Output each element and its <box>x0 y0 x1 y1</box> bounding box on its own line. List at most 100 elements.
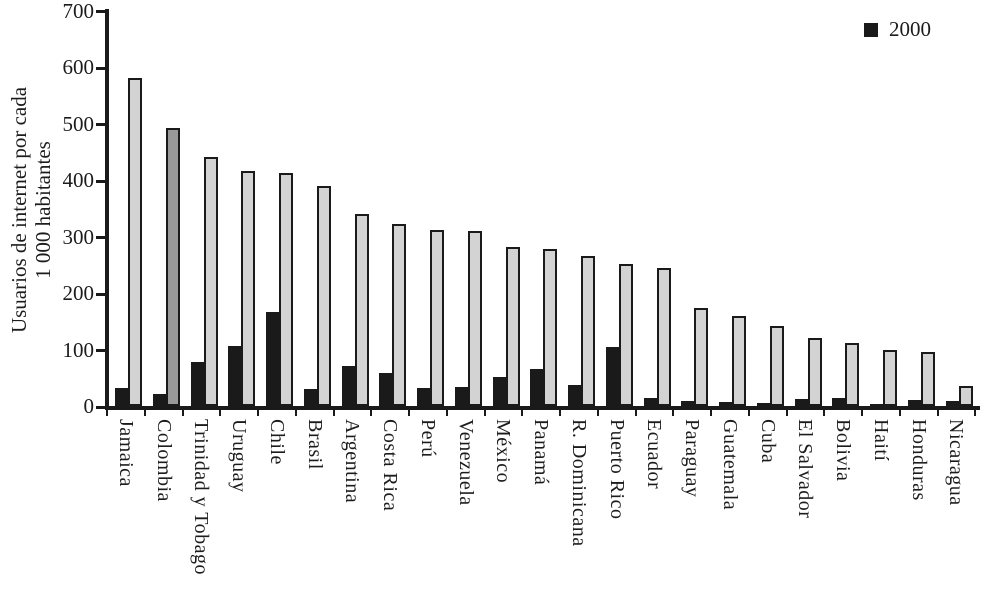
bar-2000-panama <box>530 369 543 406</box>
bar-2000-nicaragua <box>946 401 959 406</box>
x-tick-label-puerto-rico: Puerto Rico <box>606 419 628 520</box>
x-tick-label-paraguay: Paraguay <box>681 419 703 498</box>
bar-later-year-panama <box>543 249 557 406</box>
x-axis-tick-18 <box>785 409 788 416</box>
y-tick-label-700: 700 <box>62 0 95 23</box>
x-axis-tick-21 <box>898 409 901 416</box>
x-axis-tick-17 <box>747 409 750 416</box>
bar-later-year-honduras <box>921 352 935 406</box>
bar-2000-brasil <box>304 389 317 406</box>
x-axis-tick-22 <box>936 409 939 416</box>
x-axis-tick-2 <box>181 409 184 416</box>
x-axis-tick-12 <box>559 409 561 416</box>
x-tick-label-jamaica: Jamaica <box>115 419 137 487</box>
x-tick-label-honduras: Honduras <box>908 419 930 501</box>
bar-2000-el-salvador <box>795 399 808 406</box>
bar-later-year-cuba <box>770 326 784 406</box>
bar-2000-honduras <box>908 400 921 406</box>
bar-later-year-el-salvador <box>808 338 822 406</box>
x-tick-label-ecuador: Ecuador <box>643 419 665 490</box>
x-tick-label-cuba: Cuba <box>757 419 779 464</box>
y-tick-500 <box>96 123 105 126</box>
y-axis-title-line1: Usuarios de internet por cada <box>7 86 31 334</box>
x-tick-label-mexico: México <box>492 419 514 484</box>
bar-later-year-mexico <box>506 247 520 406</box>
bar-2000-bolivia <box>832 398 845 406</box>
x-axis-tick-14 <box>634 409 637 416</box>
bar-later-year-r-dominicana <box>581 256 595 406</box>
bar-2000-trinidad-y-tobago <box>191 362 204 406</box>
x-axis-tick-13 <box>596 409 599 416</box>
bar-later-year-uruguay <box>241 171 255 406</box>
x-tick-label-haiti: Haití <box>870 419 892 462</box>
x-tick-label-bolivia: Bolivia <box>832 419 854 482</box>
x-tick-label-argentina: Argentina <box>341 419 363 504</box>
y-tick-label-400: 400 <box>62 168 95 192</box>
x-axis-tick-15 <box>672 409 675 416</box>
y-tick-300 <box>96 236 105 239</box>
x-tick-label-venezuela: Venezuela <box>455 419 477 506</box>
y-tick-700 <box>96 10 105 13</box>
bar-later-year-argentina <box>355 214 369 406</box>
x-tick-label-r-dominicana: R. Dominicana <box>568 419 590 547</box>
y-tick-label-200: 200 <box>62 281 95 305</box>
x-tick-label-nicaragua: Nicaragua <box>945 419 967 506</box>
bar-2000-venezuela <box>455 387 468 406</box>
legend: 2000 <box>864 19 931 40</box>
bar-later-year-puerto-rico <box>619 264 633 406</box>
x-tick-label-chile: Chile <box>266 419 288 465</box>
y-tick-label-300: 300 <box>62 224 95 249</box>
x-tick-label-costa-rica: Costa Rica <box>379 419 401 512</box>
x-tick-label-peru: Perú <box>417 419 439 458</box>
bar-later-year-costa-rica <box>392 224 406 406</box>
y-tick-label-100: 100 <box>62 337 95 362</box>
bar-2000-mexico <box>493 377 506 406</box>
x-axis-tick-16 <box>710 409 712 416</box>
bar-later-year-jamaica <box>128 78 142 406</box>
x-axis-tick-23 <box>974 409 977 416</box>
bar-2000-paraguay <box>681 401 694 406</box>
x-axis-tick-1 <box>143 409 146 416</box>
bar-later-year-peru <box>430 230 444 406</box>
bar-later-year-venezuela <box>468 231 482 406</box>
x-tick-label-panama: Panamá <box>530 419 552 486</box>
bar-later-year-nicaragua <box>959 386 973 406</box>
x-tick-label-el-salvador: El Salvador <box>794 419 816 519</box>
bar-2000-costa-rica <box>379 373 392 406</box>
bar-2000-colombia <box>153 394 166 406</box>
x-tick-label-guatemala: Guatemala <box>719 419 741 511</box>
x-tick-label-trinidad-y-tobago: Trinidad y Tobago <box>190 419 212 575</box>
y-tick-0 <box>96 405 105 409</box>
x-tick-label-colombia: Colombia <box>153 419 175 502</box>
x-tick-label-uruguay: Uruguay <box>228 419 250 493</box>
y-tick-label-600: 600 <box>62 55 95 79</box>
bar-later-year-brasil <box>317 186 331 406</box>
y-tick-600 <box>96 66 105 70</box>
x-axis-tick-8 <box>408 409 410 416</box>
bar-2000-guatemala <box>719 402 732 406</box>
bar-2000-argentina <box>342 366 355 406</box>
y-tick-100 <box>96 349 105 352</box>
bar-later-year-bolivia <box>845 343 859 406</box>
bar-2000-uruguay <box>228 346 241 406</box>
bar-later-year-chile <box>279 173 293 406</box>
bar-2000-peru <box>417 388 430 406</box>
bar-later-year-guatemala <box>732 316 746 406</box>
x-axis-tick-4 <box>257 409 259 416</box>
bar-2000-r-dominicana <box>568 385 581 406</box>
x-axis-tick-11 <box>521 409 524 416</box>
bar-2000-chile <box>266 312 279 406</box>
y-axis-line <box>105 9 109 410</box>
x-axis-tick-20 <box>861 409 863 416</box>
legend-label-2000: 2000 <box>889 17 931 41</box>
x-axis-tick-6 <box>332 409 335 416</box>
bar-2000-puerto-rico <box>606 347 619 406</box>
bar-2000-ecuador <box>644 398 657 406</box>
bar-later-year-trinidad-y-tobago <box>204 157 218 406</box>
bar-2000-jamaica <box>115 388 128 406</box>
bar-later-year-colombia <box>166 128 180 406</box>
y-tick-200 <box>96 292 105 296</box>
x-axis-tick-5 <box>294 409 297 416</box>
x-axis-tick-10 <box>483 409 486 416</box>
